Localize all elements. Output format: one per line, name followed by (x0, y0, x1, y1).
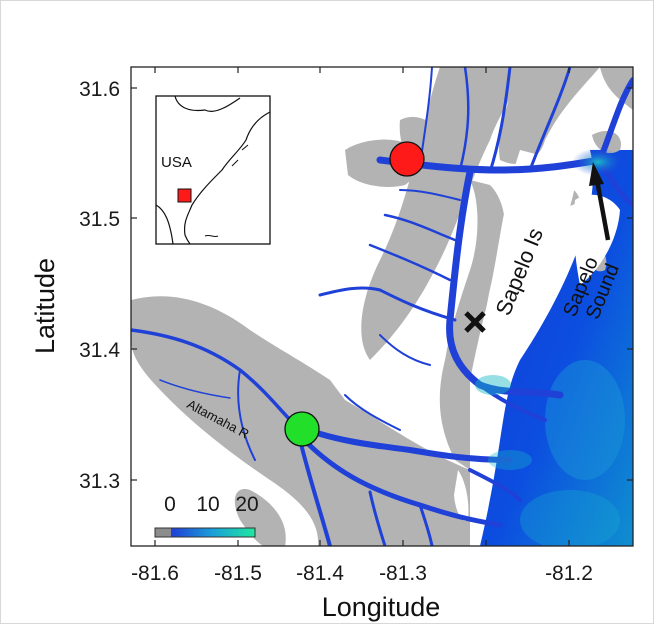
colorbar-label-10: 10 (196, 493, 219, 516)
x-axis (154, 67, 570, 546)
map-plot-area: 0 10 20 USA Sapelo Is Sapelo Sound (131, 67, 633, 546)
sapelo-island (483, 150, 576, 350)
colorbar-label-0: 0 (164, 493, 176, 516)
x-tick-label: -81.5 (214, 562, 262, 585)
x-tick-label: -81.6 (131, 562, 179, 585)
red-site-marker (389, 141, 425, 177)
colorbar-land-swatch (155, 528, 171, 537)
y-axis (131, 87, 633, 481)
y-tick-label: 31.4 (79, 339, 120, 362)
sound-arrow (589, 162, 611, 241)
inset-coast-east (183, 111, 271, 245)
y-axis-title: Latitude (30, 258, 60, 354)
x-axis-title: Longitude (322, 592, 441, 622)
colorbar-label-20: 20 (235, 493, 258, 516)
x-tick-label: -81.2 (545, 562, 593, 585)
y-tick-label: 31.3 (79, 470, 120, 493)
y-tick-label: 31.6 (79, 78, 120, 101)
green-site-marker (284, 411, 320, 447)
inset-coast-north (174, 95, 241, 112)
usa-inset-map: USA (155, 95, 271, 245)
inset-usa-label: USA (161, 154, 192, 171)
plot-border (130, 66, 634, 547)
y-tick-label: 31.5 (79, 208, 120, 231)
x-tick-label: -81.3 (379, 562, 427, 585)
x-tick-label: -81.4 (296, 562, 344, 585)
colorbar-gradient (171, 528, 255, 537)
x-marker (464, 311, 486, 333)
inset-coast-gulf (155, 204, 174, 245)
depth-colorbar: 0 10 20 (154, 493, 259, 538)
inset-study-area-box (177, 188, 192, 203)
